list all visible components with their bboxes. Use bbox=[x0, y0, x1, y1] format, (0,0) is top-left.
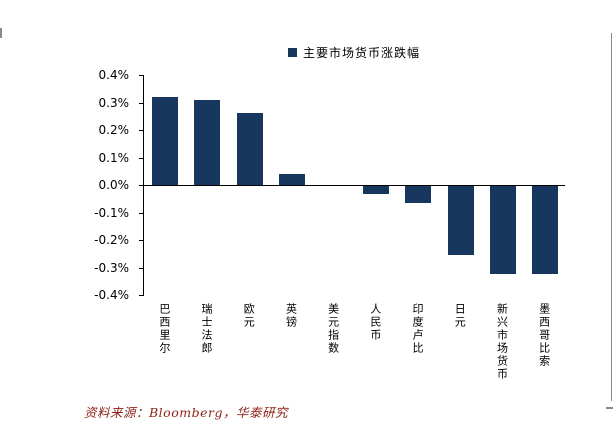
y-tick-mark bbox=[139, 102, 144, 104]
bar-2 bbox=[236, 113, 263, 185]
x-axis-labels: 巴西里尔 瑞士法郎 欧元 英镑 美元指数 人民币 印度卢比 日元 新兴市场货币 墨西哥比索 bbox=[143, 303, 565, 403]
y-tick-label: 0.3% bbox=[98, 95, 130, 110]
y-tick-mark bbox=[139, 75, 144, 76]
y-tick-label: -0.4% bbox=[94, 288, 129, 302]
x-category-label: 瑞士法郎 bbox=[200, 303, 214, 355]
y-axis-labels: 0.4% 0.3% 0.2% 0.1% 0.0% -0.1% -0.2% -0.3% -0.4% bbox=[88, 68, 136, 302]
y-tick-mark bbox=[139, 157, 144, 159]
y-tick-mark bbox=[139, 267, 144, 269]
x-category-label: 新兴市场货币 bbox=[495, 303, 509, 381]
y-tick-label: -0.3% bbox=[94, 260, 129, 275]
x-category-label: 英镑 bbox=[284, 303, 298, 329]
bar-6 bbox=[405, 186, 432, 203]
y-tick-label: -0.1% bbox=[94, 205, 129, 220]
plot-area bbox=[139, 75, 565, 296]
x-category-label: 墨西哥比索 bbox=[537, 303, 551, 368]
x-category-label: 人民币 bbox=[368, 303, 382, 342]
y-tick-label: -0.2% bbox=[94, 233, 129, 247]
y-tick-mark bbox=[139, 130, 144, 131]
legend-label: 主要市场货币涨跌幅 bbox=[302, 46, 420, 60]
x-category-label: 巴西里尔 bbox=[157, 303, 171, 355]
table-edge-right-line bbox=[611, 33, 612, 401]
bar-0 bbox=[152, 97, 179, 185]
y-tick-label: 0.0% bbox=[98, 178, 130, 192]
table-edge-left-tick bbox=[0, 28, 2, 38]
y-tick-mark bbox=[139, 295, 144, 296]
bar-7 bbox=[447, 186, 474, 255]
bar-8 bbox=[489, 186, 516, 274]
legend-swatch-icon bbox=[287, 48, 297, 57]
bar-9 bbox=[531, 186, 558, 274]
y-tick-label: 0.4% bbox=[98, 68, 130, 82]
zero-axis-line bbox=[144, 185, 565, 186]
x-category-label: 印度卢比 bbox=[411, 303, 425, 355]
y-tick-mark bbox=[139, 240, 144, 241]
bar-1 bbox=[194, 100, 221, 185]
table-edge-bottom-mark bbox=[606, 407, 613, 409]
y-tick-label: 0.1% bbox=[98, 150, 130, 165]
y-tick-label: 0.2% bbox=[98, 123, 130, 137]
bar-5 bbox=[363, 186, 390, 194]
x-category-label: 美元指数 bbox=[326, 303, 340, 355]
source-note: 资料来源：Bloomberg，华泰研究 bbox=[84, 405, 288, 420]
bar-3 bbox=[278, 174, 305, 185]
chart-legend: 主要市场货币涨跌幅 bbox=[143, 44, 565, 61]
x-category-label: 日元 bbox=[453, 303, 467, 329]
y-tick-mark bbox=[139, 185, 144, 186]
y-tick-mark bbox=[139, 212, 144, 214]
x-category-label: 欧元 bbox=[242, 303, 256, 329]
